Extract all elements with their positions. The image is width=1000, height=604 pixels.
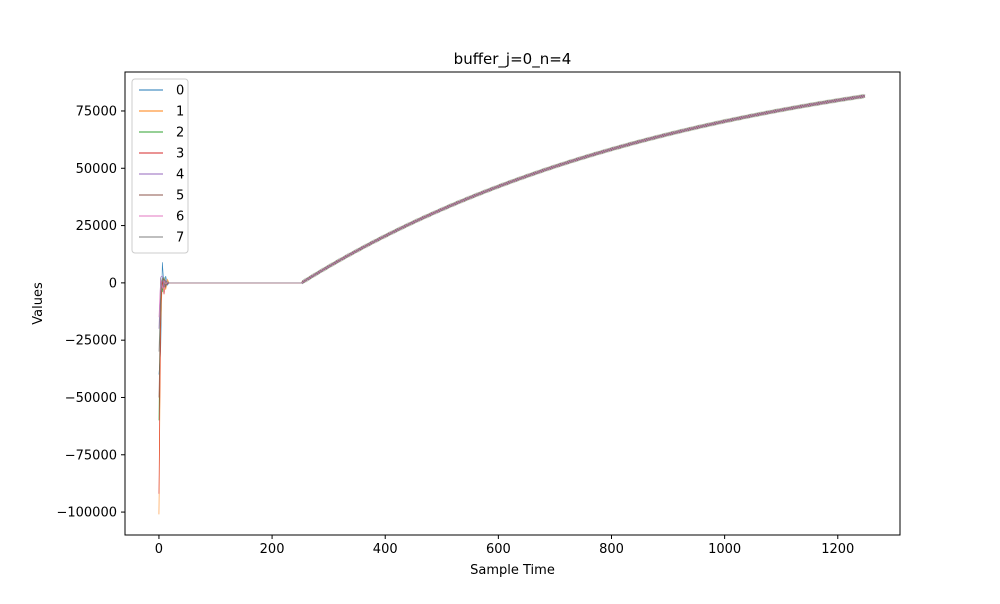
y-tick-label: −50000 — [65, 391, 117, 406]
y-tick-label: 50000 — [76, 162, 117, 177]
x-axis-label: Sample Time — [470, 563, 555, 578]
legend: 0 1 2 3 4 5 6 7 — [131, 78, 189, 254]
legend-label-1: 1 — [176, 105, 184, 120]
series-line-3 — [158, 94, 866, 494]
series-line-6 — [158, 94, 866, 318]
legend-label-2: 2 — [176, 126, 184, 141]
legend-label-6: 6 — [176, 210, 184, 225]
y-axis-label: Values — [31, 282, 46, 325]
x-axis: 0 200 400 600 800 1000 1200 — [155, 535, 854, 557]
x-tick-label: 1000 — [708, 542, 741, 557]
legend-label-0: 0 — [176, 84, 184, 99]
x-tick-label: 400 — [373, 542, 398, 557]
x-tick-label: 200 — [260, 542, 285, 557]
y-tick-label: −100000 — [56, 506, 117, 521]
series-line-2 — [158, 93, 866, 421]
series-line-0 — [158, 94, 866, 375]
y-tick-label: 75000 — [76, 104, 117, 119]
series-line-7 — [158, 94, 866, 352]
x-tick-label: 1200 — [821, 542, 854, 557]
chart-title: buffer_j=0_n=4 — [454, 50, 572, 69]
x-tick-label: 800 — [599, 542, 624, 557]
y-tick-label: −75000 — [65, 448, 117, 463]
plot-frame — [124, 71, 901, 536]
legend-label-3: 3 — [176, 147, 184, 162]
x-tick-label: 600 — [486, 542, 511, 557]
x-tick-label: 0 — [155, 542, 163, 557]
series-line-1 — [158, 94, 866, 515]
legend-label-7: 7 — [176, 231, 184, 246]
y-tick-label: −25000 — [65, 334, 117, 349]
legend-label-5: 5 — [176, 189, 184, 204]
y-axis: −100000 −75000 −50000 −25000 0 25000 50000 7500… — [56, 104, 125, 521]
series-layer — [158, 93, 866, 515]
legend-box — [131, 78, 189, 254]
y-tick-label: 25000 — [76, 219, 117, 234]
series-line-4 — [158, 94, 866, 329]
legend-label-4: 4 — [176, 168, 184, 183]
series-line-5 — [158, 93, 866, 398]
y-tick-label: 0 — [109, 276, 117, 291]
